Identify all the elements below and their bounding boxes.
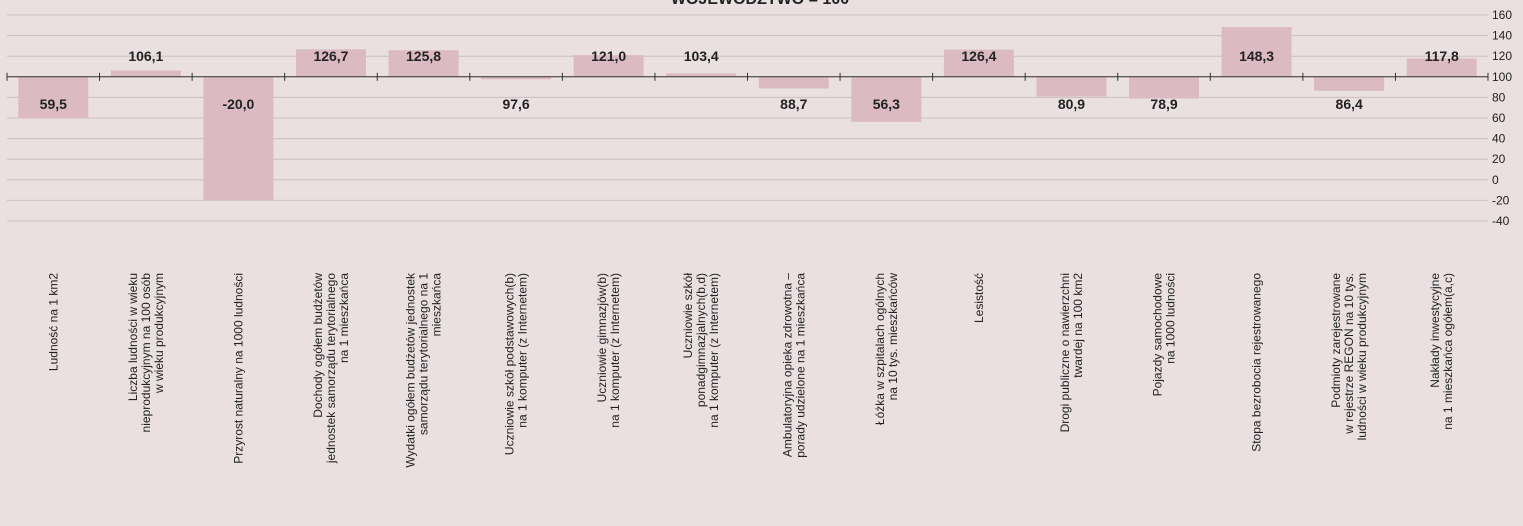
x-tick-label: nieprodukcyjnym na 100 osób — [139, 273, 153, 433]
y-tick-label: 40 — [1492, 132, 1506, 146]
x-tick-label: Wydatki ogółem budżetów jednostek — [404, 272, 418, 468]
value-label: 126,4 — [961, 48, 996, 64]
x-tick-label: Łóżka w szpitalach ogólnych — [873, 273, 887, 425]
value-label: 97,6 — [502, 96, 529, 112]
x-tick-label: na 1 komputer (z Internetem) — [707, 273, 721, 428]
y-tick-label: 80 — [1492, 90, 1506, 104]
x-tick-label: porady udzielone na 1 mieszkańca — [793, 273, 807, 458]
x-tick-label: twardej na 100 km2 — [1071, 273, 1085, 378]
x-tick-label: Uczniowie gimnazjów(b) — [595, 273, 609, 402]
y-tick-label: 140 — [1492, 29, 1512, 43]
x-tick-label: mieszkańca — [430, 273, 444, 337]
x-tick-label: Uczniowie szkół — [681, 273, 695, 359]
y-tick-label: 20 — [1492, 152, 1506, 166]
x-tick-label: ponadgimnazjalnych(b,d) — [694, 273, 708, 407]
bar — [666, 73, 737, 77]
chart-title: WOJEWÓDZTWO = 100 — [671, 0, 849, 8]
value-label: 80,9 — [1058, 96, 1085, 112]
bar — [1036, 76, 1107, 97]
bar — [758, 76, 829, 89]
x-tick-label: Ambulatoryjna opieka zdrowotna – — [780, 273, 794, 457]
x-tick-label: na 1 mieszkańca — [337, 273, 351, 363]
value-label: 148,3 — [1239, 48, 1274, 64]
x-tick-label: w rejestrze REGON na 10 tys. — [1342, 273, 1356, 435]
value-label: 125,8 — [406, 48, 441, 64]
bar — [295, 49, 366, 77]
x-tick-label: Stopa bezrobocia rejestrowanego — [1250, 273, 1264, 452]
y-tick-label: 60 — [1492, 111, 1506, 125]
x-tick-label: Ludność na 1 km2 — [46, 273, 60, 371]
x-tick-label: ludności w wieku produkcyjnym — [1355, 273, 1369, 440]
bar — [1129, 76, 1200, 99]
x-tick-label: na 1 komputer (z Internetem) — [608, 273, 622, 428]
x-tick-label: Nakłady inwestycyjne — [1428, 273, 1442, 388]
bar — [1314, 76, 1385, 91]
value-label: 117,8 — [1425, 48, 1459, 64]
bar — [573, 55, 644, 77]
y-tick-label: -40 — [1492, 214, 1510, 228]
x-tick-label: Podmioty zarejestrowane — [1329, 273, 1343, 408]
bar — [388, 50, 459, 77]
x-tick-label: w wieku produkcyjnym — [152, 273, 166, 394]
value-label: 56,3 — [873, 96, 900, 112]
value-label: 106,1 — [128, 48, 163, 64]
y-tick-label: 0 — [1492, 173, 1499, 187]
x-tick-label: Lesistość — [972, 273, 986, 323]
value-label: 88,7 — [780, 96, 807, 112]
bar — [203, 76, 274, 201]
y-tick-label: -20 — [1492, 193, 1510, 207]
x-tick-label: na 1 komputer (z Internetem) — [516, 273, 530, 428]
x-tick-label: na 1000 ludności — [1164, 273, 1178, 364]
y-tick-label: 160 — [1492, 8, 1512, 22]
x-tick-label: Pojazdy samochodowe — [1151, 273, 1165, 397]
bar — [1221, 27, 1292, 77]
x-tick-label: Liczba ludności w wieku — [126, 273, 140, 401]
bar — [943, 49, 1014, 77]
value-label: 126,7 — [313, 48, 348, 64]
x-tick-label: Przyrost naturalny na 1000 ludności — [231, 273, 245, 464]
x-tick-label: jednostek samorządu terytorialnego — [324, 273, 338, 464]
y-tick-label: 100 — [1492, 70, 1512, 84]
bar — [110, 70, 181, 77]
value-label: 121,0 — [591, 48, 626, 64]
bar — [481, 76, 552, 80]
y-tick-label: 120 — [1492, 49, 1512, 63]
x-tick-label: Dochody ogółem budżetów — [311, 273, 325, 418]
value-label: -20,0 — [222, 96, 254, 112]
x-tick-label: samorządu terytorialnego na 1 — [417, 273, 431, 435]
x-tick-label: na 1 mieszkańca ogółem(a,c) — [1441, 273, 1455, 430]
bar — [18, 76, 89, 119]
value-label: 78,9 — [1150, 96, 1177, 112]
value-label: 86,4 — [1336, 96, 1363, 112]
x-tick-label: na 10 tys. mieszkańców — [886, 273, 900, 401]
bar — [851, 76, 922, 122]
value-label: 59,5 — [40, 96, 67, 112]
value-label: 103,4 — [684, 48, 719, 64]
x-tick-label: Drogi publiczne o nawierzchni — [1058, 273, 1072, 432]
x-tick-label: Uczniowie szkół podstawowych(b) — [503, 273, 517, 455]
bar — [1406, 58, 1477, 77]
